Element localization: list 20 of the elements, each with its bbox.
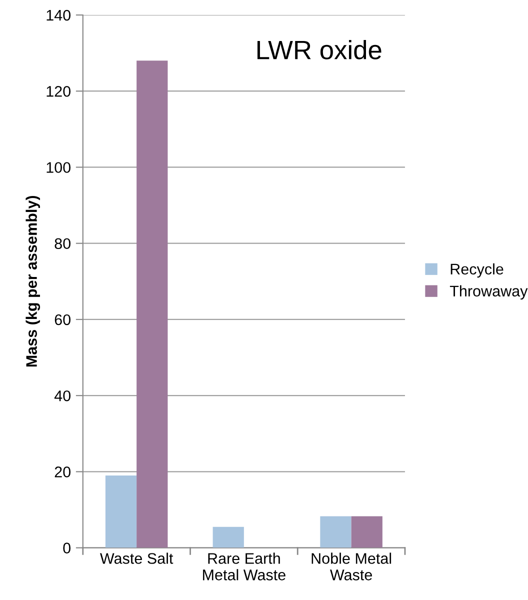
bar [136, 60, 168, 548]
y-tick-label: 120 [46, 86, 70, 97]
bar [105, 475, 137, 548]
bar [351, 516, 382, 548]
bar [212, 526, 244, 548]
y-tick-label: 100 [46, 162, 70, 173]
y-tick-label: 40 [54, 390, 70, 402]
legend-label: Recycle [450, 263, 504, 278]
bar [320, 516, 352, 548]
y-tick-label: 80 [54, 238, 70, 250]
x-tick-label: Rare Earth Metal Waste [203, 552, 286, 580]
legend-label: Throwaway [450, 285, 528, 300]
y-tick-label: 20 [54, 466, 70, 478]
y-tick-label: 0 [63, 542, 70, 554]
annotation: LWR oxide [257, 40, 382, 60]
y-tick-label: 140 [46, 10, 70, 21]
x-tick-label: Noble Metal Waste [312, 552, 392, 580]
y-axis-title: Mass (kg per assembly) [26, 196, 40, 367]
x-tick-label: Waste Salt [100, 552, 174, 564]
y-tick-label: 60 [54, 314, 70, 326]
